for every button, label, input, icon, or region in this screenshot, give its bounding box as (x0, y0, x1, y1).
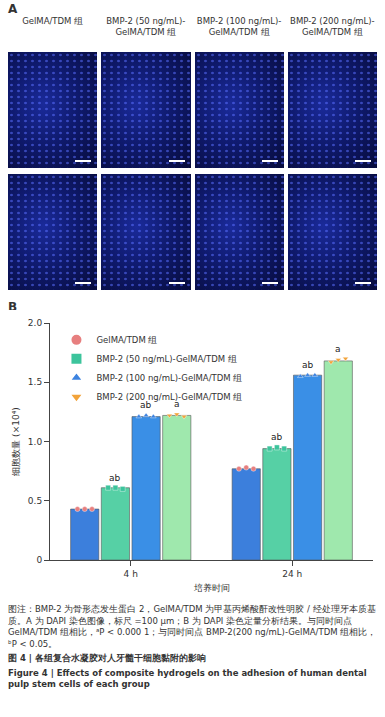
svg-text:0.5: 0.5 (28, 496, 42, 506)
svg-text:ab: ab (271, 432, 283, 442)
html-text:BMP-2 (200 ng/mL)-GelMA/TDM 组: BMP-2 (200 ng/mL)-GelMA/TDM 组 (290, 16, 375, 37)
html-text:BMP-2 (50 ng/mL)-GelMA/TDM 组: BMP-2 (50 ng/mL)-GelMA/TDM 组 (106, 16, 186, 37)
svg-text:1.5: 1.5 (28, 377, 42, 387)
html-text:图 4 | 各组复合水凝胶对人牙髓干细胞黏附的影响: 图 4 | 各组复合水凝胶对人牙髓干细胞黏附的影响 (8, 653, 206, 663)
svg-text:a: a (335, 344, 341, 354)
svg-text:4 h: 4 h (124, 569, 138, 579)
svg-text:ab: ab (109, 473, 121, 483)
html-text:图注：BMP-2 为骨形态发生蛋白 2，GelMA/TDM: 图注：BMP-2 为骨形态发生蛋白 2，GelMA/TDM 为甲基丙烯酸酐改性明… (8, 604, 377, 649)
html-text:Figure 4 | Effects of composit: Figure 4 | Effects of composite hydrogel… (8, 667, 367, 689)
svg-text:2.0: 2.0 (28, 318, 43, 328)
svg-text:GelMA/TDM 组: GelMA/TDM 组 (96, 335, 157, 345)
html-text:GelMA/TDM 组: GelMA/TDM 组 (22, 16, 84, 26)
svg-text:ab: ab (140, 400, 152, 410)
html-text:BMP-2 (100 ng/mL)-GelMA/TDM 组: BMP-2 (100 ng/mL)-GelMA/TDM 组 (196, 16, 282, 37)
html-text:B: B (8, 300, 18, 314)
svg-text:1.0: 1.0 (28, 437, 43, 447)
svg-text:0: 0 (36, 555, 42, 565)
svg-text:细胞数量 (×10⁴): 细胞数量 (×10⁴) (11, 407, 21, 475)
html-text:A: A (8, 2, 18, 16)
svg-text:a: a (174, 399, 180, 409)
svg-text:24 h: 24 h (282, 569, 302, 579)
svg-text:BMP-2 (200 ng/mL)-GelMA/TDM 组: BMP-2 (200 ng/mL)-GelMA/TDM 组 (96, 392, 242, 402)
svg-text:BMP-2 (50 ng/mL)-GelMA/TDM 组: BMP-2 (50 ng/mL)-GelMA/TDM 组 (96, 354, 236, 364)
svg-text:培养时间: 培养时间 (193, 583, 230, 593)
svg-text:ab: ab (302, 360, 314, 370)
svg-text:BMP-2 (100 ng/mL)-GelMA/TDM 组: BMP-2 (100 ng/mL)-GelMA/TDM 组 (96, 373, 242, 383)
